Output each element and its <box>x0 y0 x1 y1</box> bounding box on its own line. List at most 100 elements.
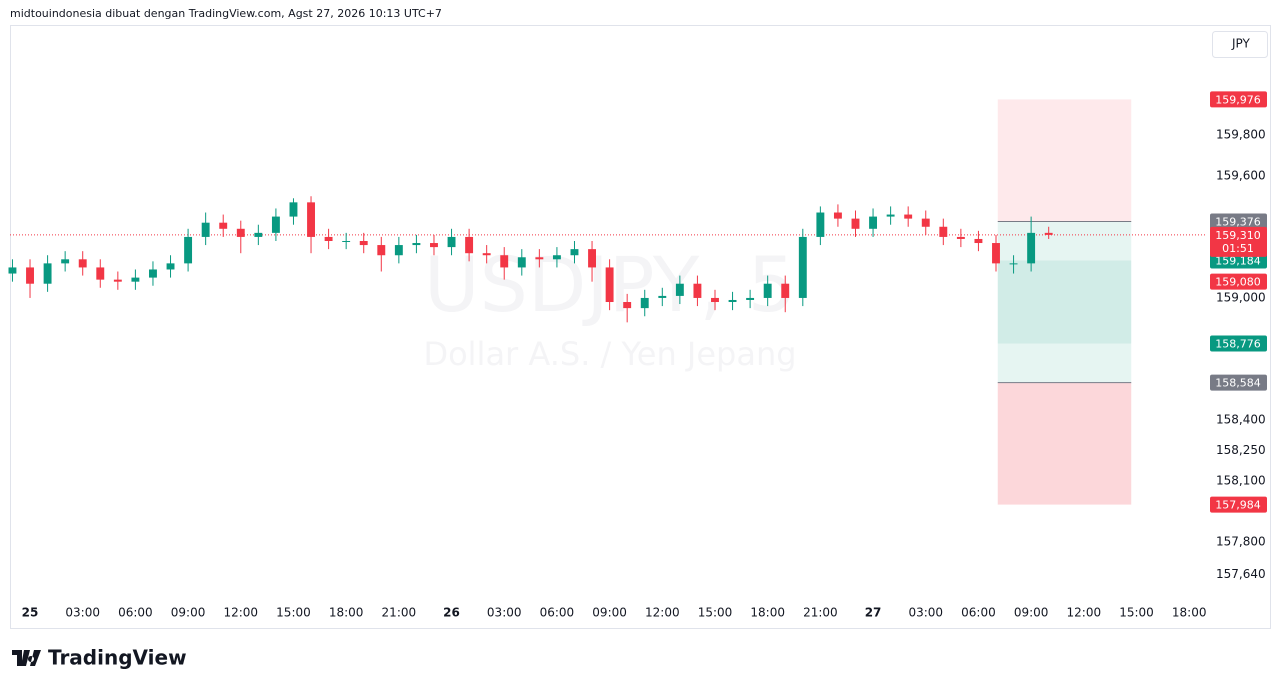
price-badge-label: 157,984 <box>1215 499 1261 512</box>
candle-body <box>517 257 526 268</box>
candle-body <box>289 202 298 217</box>
price-badge <box>1210 273 1267 290</box>
candle-body <box>43 263 52 284</box>
x-tick-label: 26 <box>443 606 460 620</box>
y-tick-label: 158,400 <box>1216 412 1266 426</box>
candle-body <box>307 202 315 237</box>
candle-body <box>939 226 948 237</box>
x-tick-label: 03:00 <box>65 606 100 620</box>
plot-area: 159,800 159,600 159,000 158,400 158,250 158,1… <box>8 91 1267 620</box>
candle-body <box>535 257 544 260</box>
x-tick-label: 06:00 <box>961 606 996 620</box>
price-badge <box>1210 496 1267 513</box>
x-tick-label: 09:00 <box>1014 606 1049 620</box>
price-badge-label: 159,080 <box>1215 276 1261 289</box>
candle-body <box>377 245 386 256</box>
candle-body <box>816 212 825 237</box>
position-zone <box>997 343 1132 383</box>
price-badge <box>1210 91 1267 108</box>
candle-body <box>430 243 438 248</box>
candle-body <box>693 283 702 298</box>
x-tick-label: 15:00 <box>698 606 733 620</box>
candle-body <box>184 236 193 264</box>
candle-body <box>201 222 210 237</box>
candle-body <box>763 283 772 298</box>
price-badge <box>1210 213 1267 230</box>
candle-body <box>623 302 632 309</box>
candle-body <box>974 238 983 244</box>
candle-body <box>728 299 737 303</box>
x-tick-label: 06:00 <box>118 606 153 620</box>
x-tick-label: 15:00 <box>276 606 311 620</box>
candle-body <box>605 267 614 303</box>
candle-body <box>851 218 860 229</box>
candle-body <box>26 267 34 284</box>
candle-body <box>78 259 87 268</box>
logo: TradingView <box>12 646 187 670</box>
candle-body <box>833 212 842 219</box>
candle-body <box>96 267 105 280</box>
price-badge-label: 159,184 <box>1215 255 1261 268</box>
candle-body <box>552 255 561 260</box>
candle-body <box>342 240 351 242</box>
x-tick-label: 18:00 <box>1172 606 1207 620</box>
x-tick-label: 09:00 <box>171 606 206 620</box>
candle-body <box>1044 232 1053 235</box>
y-tick-label: 159,800 <box>1216 128 1266 142</box>
x-tick-label: 09:00 <box>592 606 627 620</box>
position-zone <box>997 382 1132 505</box>
candle-body <box>886 214 895 217</box>
price-badge-label: 159,976 <box>1215 93 1261 106</box>
candle-body <box>675 283 684 296</box>
x-tick-label: 06:00 <box>540 606 575 620</box>
price-badge <box>1210 335 1267 352</box>
y-tick-label: 159,600 <box>1216 168 1266 182</box>
x-tick-label: 18:00 <box>329 606 364 620</box>
candle-body <box>711 297 719 303</box>
candle-body <box>500 255 509 268</box>
watermark-subtitle: Dollar A.S. / Yen Jepang <box>423 335 796 373</box>
price-badge <box>1210 374 1267 391</box>
candle-body <box>746 297 755 300</box>
candle-body <box>149 269 157 278</box>
logo-mark <box>12 650 41 666</box>
candle-body <box>131 277 140 282</box>
currency-button[interactable] <box>1212 31 1268 58</box>
candle-body <box>781 283 790 298</box>
candle-body <box>219 222 228 229</box>
x-tick-label: 12:00 <box>645 606 680 620</box>
x-tick-label: 27 <box>865 606 882 620</box>
candle-body <box>166 263 175 270</box>
x-tick-label: 21:00 <box>803 606 838 620</box>
y-tick-label: 158,250 <box>1216 443 1266 457</box>
countdown-label: 01:51 <box>1222 242 1254 255</box>
x-tick-label: 12:00 <box>1067 606 1102 620</box>
y-tick-label: 157,640 <box>1216 567 1266 581</box>
candle-body <box>640 297 649 309</box>
y-tick-label: 157,800 <box>1216 535 1266 549</box>
candle-body <box>869 216 878 229</box>
candle-body <box>394 245 403 256</box>
candle-body <box>1009 263 1018 265</box>
candle-body <box>798 236 807 298</box>
candle-body <box>956 236 965 239</box>
position-zone <box>997 260 1132 344</box>
candle-body <box>992 243 1000 264</box>
x-tick-label: 03:00 <box>487 606 522 620</box>
price-badge-label: 158,776 <box>1215 338 1261 351</box>
candle-body <box>412 243 421 246</box>
price-badge-label: 158,584 <box>1215 377 1261 390</box>
x-tick-label: 25 <box>22 606 39 620</box>
candle-body <box>921 218 930 227</box>
header-text: midtouindonesia dibuat dengan TradingVie… <box>10 7 442 20</box>
candle-body <box>465 236 474 254</box>
x-tick-label: 18:00 <box>750 606 785 620</box>
position-zone <box>997 99 1132 222</box>
last-price-badge <box>1210 226 1267 257</box>
candle-body <box>271 216 280 233</box>
candle-body <box>1027 232 1036 264</box>
candle-body <box>254 232 263 237</box>
candle-body <box>482 253 491 256</box>
